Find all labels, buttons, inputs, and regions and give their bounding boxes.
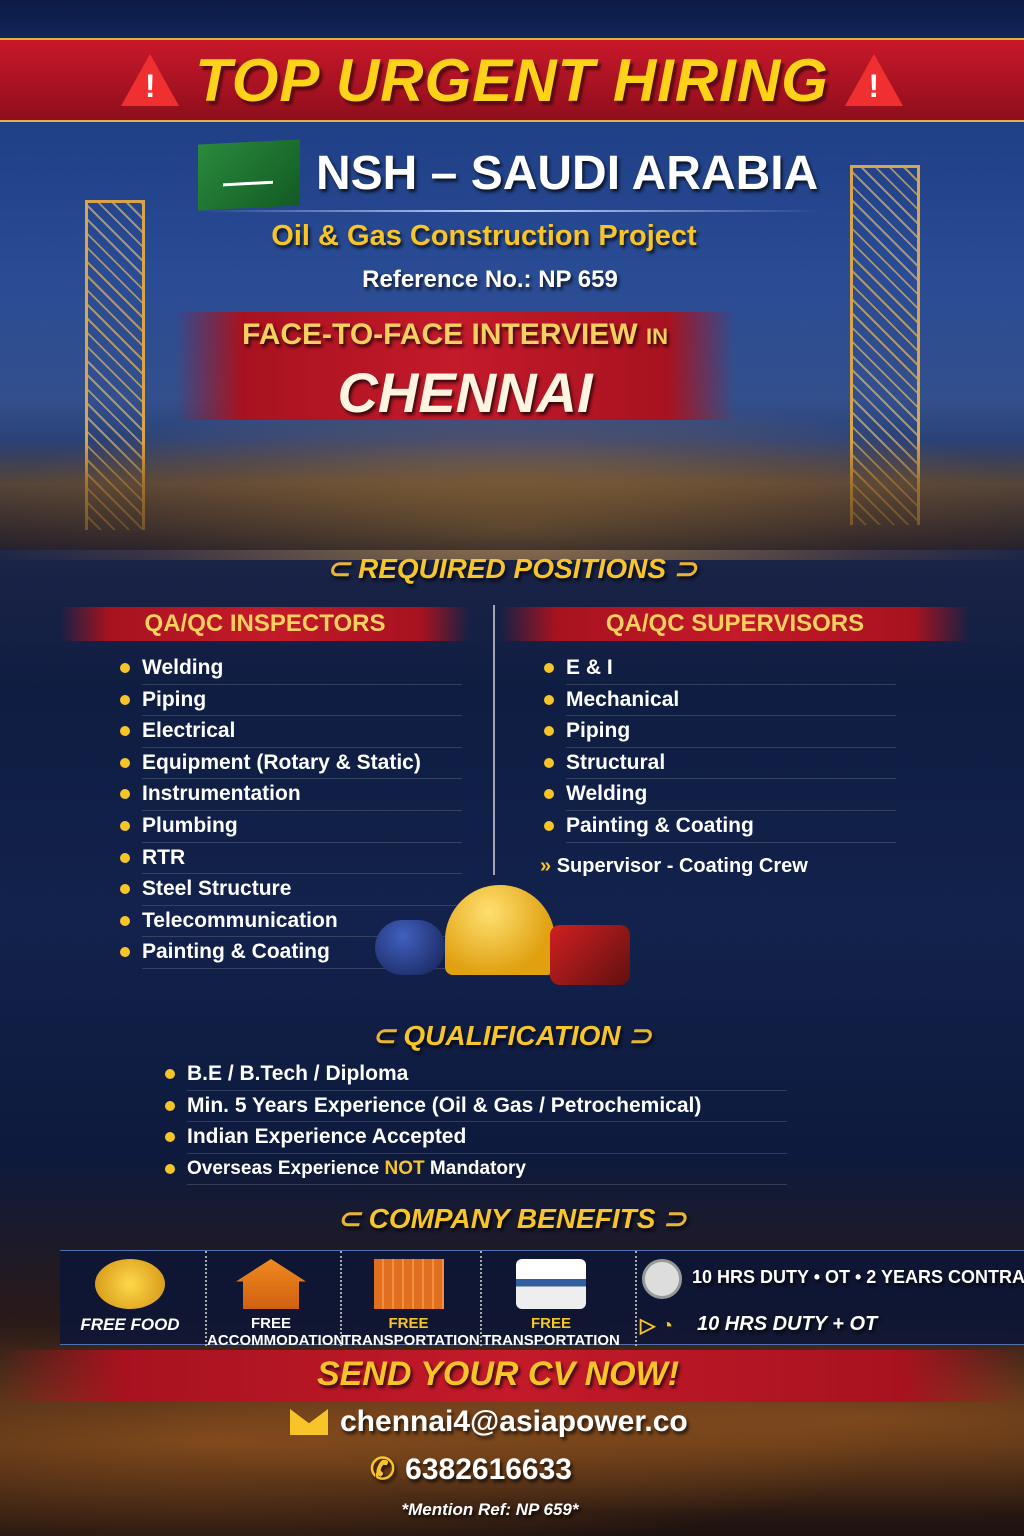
list-item: E & I: [544, 653, 896, 685]
cta-text: SEND YOUR CV NOW!: [316, 1355, 680, 1393]
food-icon: [95, 1259, 165, 1309]
cta-banner: [0, 1350, 1024, 1402]
header-banner: ! TOP URGENT HIRING !: [0, 38, 1024, 122]
welding-mask-icon: [375, 920, 445, 975]
list-item: B.E / B.Tech / Diploma: [165, 1059, 787, 1091]
reference-number: Reference No.: NP 659: [362, 266, 618, 293]
supervisors-list: E & I Mechanical Piping Structural Weldi…: [544, 653, 896, 843]
list-item: RTR: [120, 843, 462, 875]
list-item: Equipment (Rotary & Static): [120, 748, 462, 780]
list-item: Electrical: [120, 716, 462, 748]
warning-triangle-icon: !: [844, 54, 903, 106]
supervisor-extra: » Supervisor - Coating Crew: [540, 855, 808, 878]
phone-text[interactable]: 6382616633: [405, 1452, 572, 1486]
list-item: Min. 5 Years Experience (Oil & Gas / Pet…: [165, 1091, 787, 1123]
inspectors-heading: QA/QC INSPECTORS: [60, 607, 470, 641]
list-item: Mechanical: [544, 685, 896, 717]
list-item: Instrumentation: [120, 779, 462, 811]
welding-torch-icon: [550, 925, 630, 985]
phone-link[interactable]: ✆ 6382616633: [370, 1452, 572, 1487]
interview-text: FACE-TO-FACE INTERVIEW: [242, 318, 638, 351]
house-icon: [236, 1259, 306, 1309]
interview-banner: [175, 312, 735, 420]
supervisor-extra-text: Supervisor - Coating Crew: [556, 855, 808, 877]
benefit-transportation: FREE TRANSPORTATION: [340, 1251, 480, 1349]
list-item: Telecommunication: [120, 906, 462, 938]
interview-city: CHENNAI: [337, 361, 593, 424]
benefits-panel: FREE FOOD FREE ACCOMMODATION FREE TRANSP…: [60, 1250, 1024, 1349]
section-company-benefits: ⊂ COMPANY BENEFITS ⊃: [337, 1203, 687, 1234]
list-item: Piping: [120, 685, 462, 717]
refinery-silhouette: [0, 440, 1024, 550]
divider: [200, 210, 820, 212]
phone-icon: ✆: [370, 1453, 396, 1486]
benefit-accommodation: FREE ACCOMMODATION: [205, 1251, 344, 1349]
van-icon: [516, 1259, 586, 1309]
list-item: Indian Experience Accepted: [165, 1122, 787, 1154]
double-chevron-icon: »: [540, 855, 557, 877]
list-item: Steel Structure: [120, 874, 462, 906]
interview-suffix: IN: [645, 324, 668, 349]
divider: [635, 1251, 637, 1346]
interview-heading: FACE-TO-FACE INTERVIEW IN: [175, 318, 735, 352]
list-item: Painting & Coating: [120, 937, 462, 969]
section-title: REQUIRED POSITIONS: [357, 553, 667, 584]
mention-note: *Mention Ref: NP 659*: [401, 1500, 579, 1519]
list-item: Structural: [544, 748, 896, 780]
saudi-flag-icon: [198, 139, 300, 211]
project-title: Oil & Gas Construction Project: [271, 220, 697, 252]
qualification-list: B.E / B.Tech / Diploma Min. 5 Years Expe…: [165, 1059, 787, 1186]
duty-contract: 10 HRS DUTY • OT • 2 YEARS CONTRACT: [692, 1267, 1024, 1287]
list-item: Welding: [120, 653, 462, 685]
section-title: QUALIFICATION: [403, 1020, 621, 1051]
list-item: Plumbing: [120, 811, 462, 843]
plate-icon: [642, 1259, 682, 1299]
supervisors-heading: QA/QC SUPERVISORS: [500, 607, 970, 641]
email-link[interactable]: chennai4@asiapower.co: [290, 1405, 688, 1439]
list-item: Overseas Experience NOT Mandatory: [165, 1154, 787, 1186]
section-required-positions: ⊂ REQUIRED POSITIONS ⊃: [326, 553, 698, 584]
clock-icon: ▷ ◔: [640, 1315, 674, 1337]
building-icon: [373, 1259, 444, 1309]
list-item: Piping: [544, 716, 896, 748]
column-divider: [493, 605, 495, 875]
warning-triangle-icon: !: [121, 54, 180, 106]
benefit-food: FREE FOOD: [70, 1251, 190, 1346]
section-qualification: ⊂ QUALIFICATION ⊃: [372, 1020, 652, 1051]
page-title: TOP URGENT HIRING: [195, 46, 829, 114]
benefit-transportation-2: FREE TRANSPORTATION: [480, 1251, 620, 1349]
inspectors-list: Welding Piping Electrical Equipment (Rot…: [120, 653, 462, 969]
duty-ot: 10 HRS DUTY + OT: [697, 1313, 878, 1335]
hard-hat-icon: [445, 885, 555, 975]
company-name: NSH – SAUDI ARABIA: [316, 147, 819, 200]
section-title: COMPANY BENEFITS: [368, 1203, 656, 1234]
list-item: Painting & Coating: [544, 811, 896, 843]
list-item: Welding: [544, 779, 896, 811]
envelope-icon: [290, 1409, 328, 1435]
email-text[interactable]: chennai4@asiapower.co: [340, 1405, 688, 1438]
